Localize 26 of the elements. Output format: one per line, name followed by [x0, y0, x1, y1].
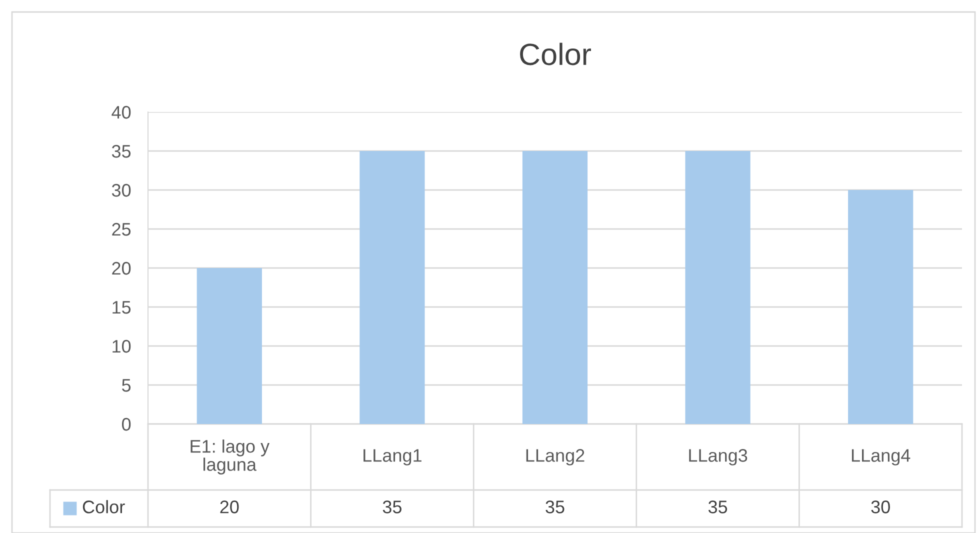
- y-tick-label: 25: [112, 222, 131, 236]
- y-tick-label: 15: [112, 301, 131, 314]
- legend-label: Color: [82, 500, 125, 514]
- y-tick-label: 20: [112, 262, 131, 275]
- x-tick-label: E1: lago y laguna: [190, 440, 270, 474]
- data-label: 20: [220, 500, 239, 514]
- data-label: 30: [871, 500, 890, 514]
- data-label: 35: [708, 500, 728, 514]
- x-tick-label: LLang3: [689, 449, 748, 466]
- x-tick-label: LLang4: [852, 449, 910, 466]
- y-tick-label: 40: [112, 106, 131, 119]
- bar: [848, 190, 914, 424]
- chart-title: Color: [520, 42, 592, 66]
- x-tick-label: LLang2: [526, 449, 584, 466]
- x-tick-label: LLang1: [364, 449, 422, 466]
- data-label: 35: [546, 500, 564, 514]
- bar: [360, 151, 425, 424]
- y-tick-label: 10: [112, 340, 131, 353]
- y-tick-label: 5: [122, 379, 131, 392]
- data-label: 35: [382, 500, 402, 514]
- y-tick-label: 30: [112, 184, 131, 197]
- bar: [685, 151, 750, 424]
- y-tick-label: 0: [122, 418, 131, 431]
- bar: [522, 151, 588, 424]
- y-tick-label: 35: [112, 144, 131, 158]
- bar: [196, 268, 262, 424]
